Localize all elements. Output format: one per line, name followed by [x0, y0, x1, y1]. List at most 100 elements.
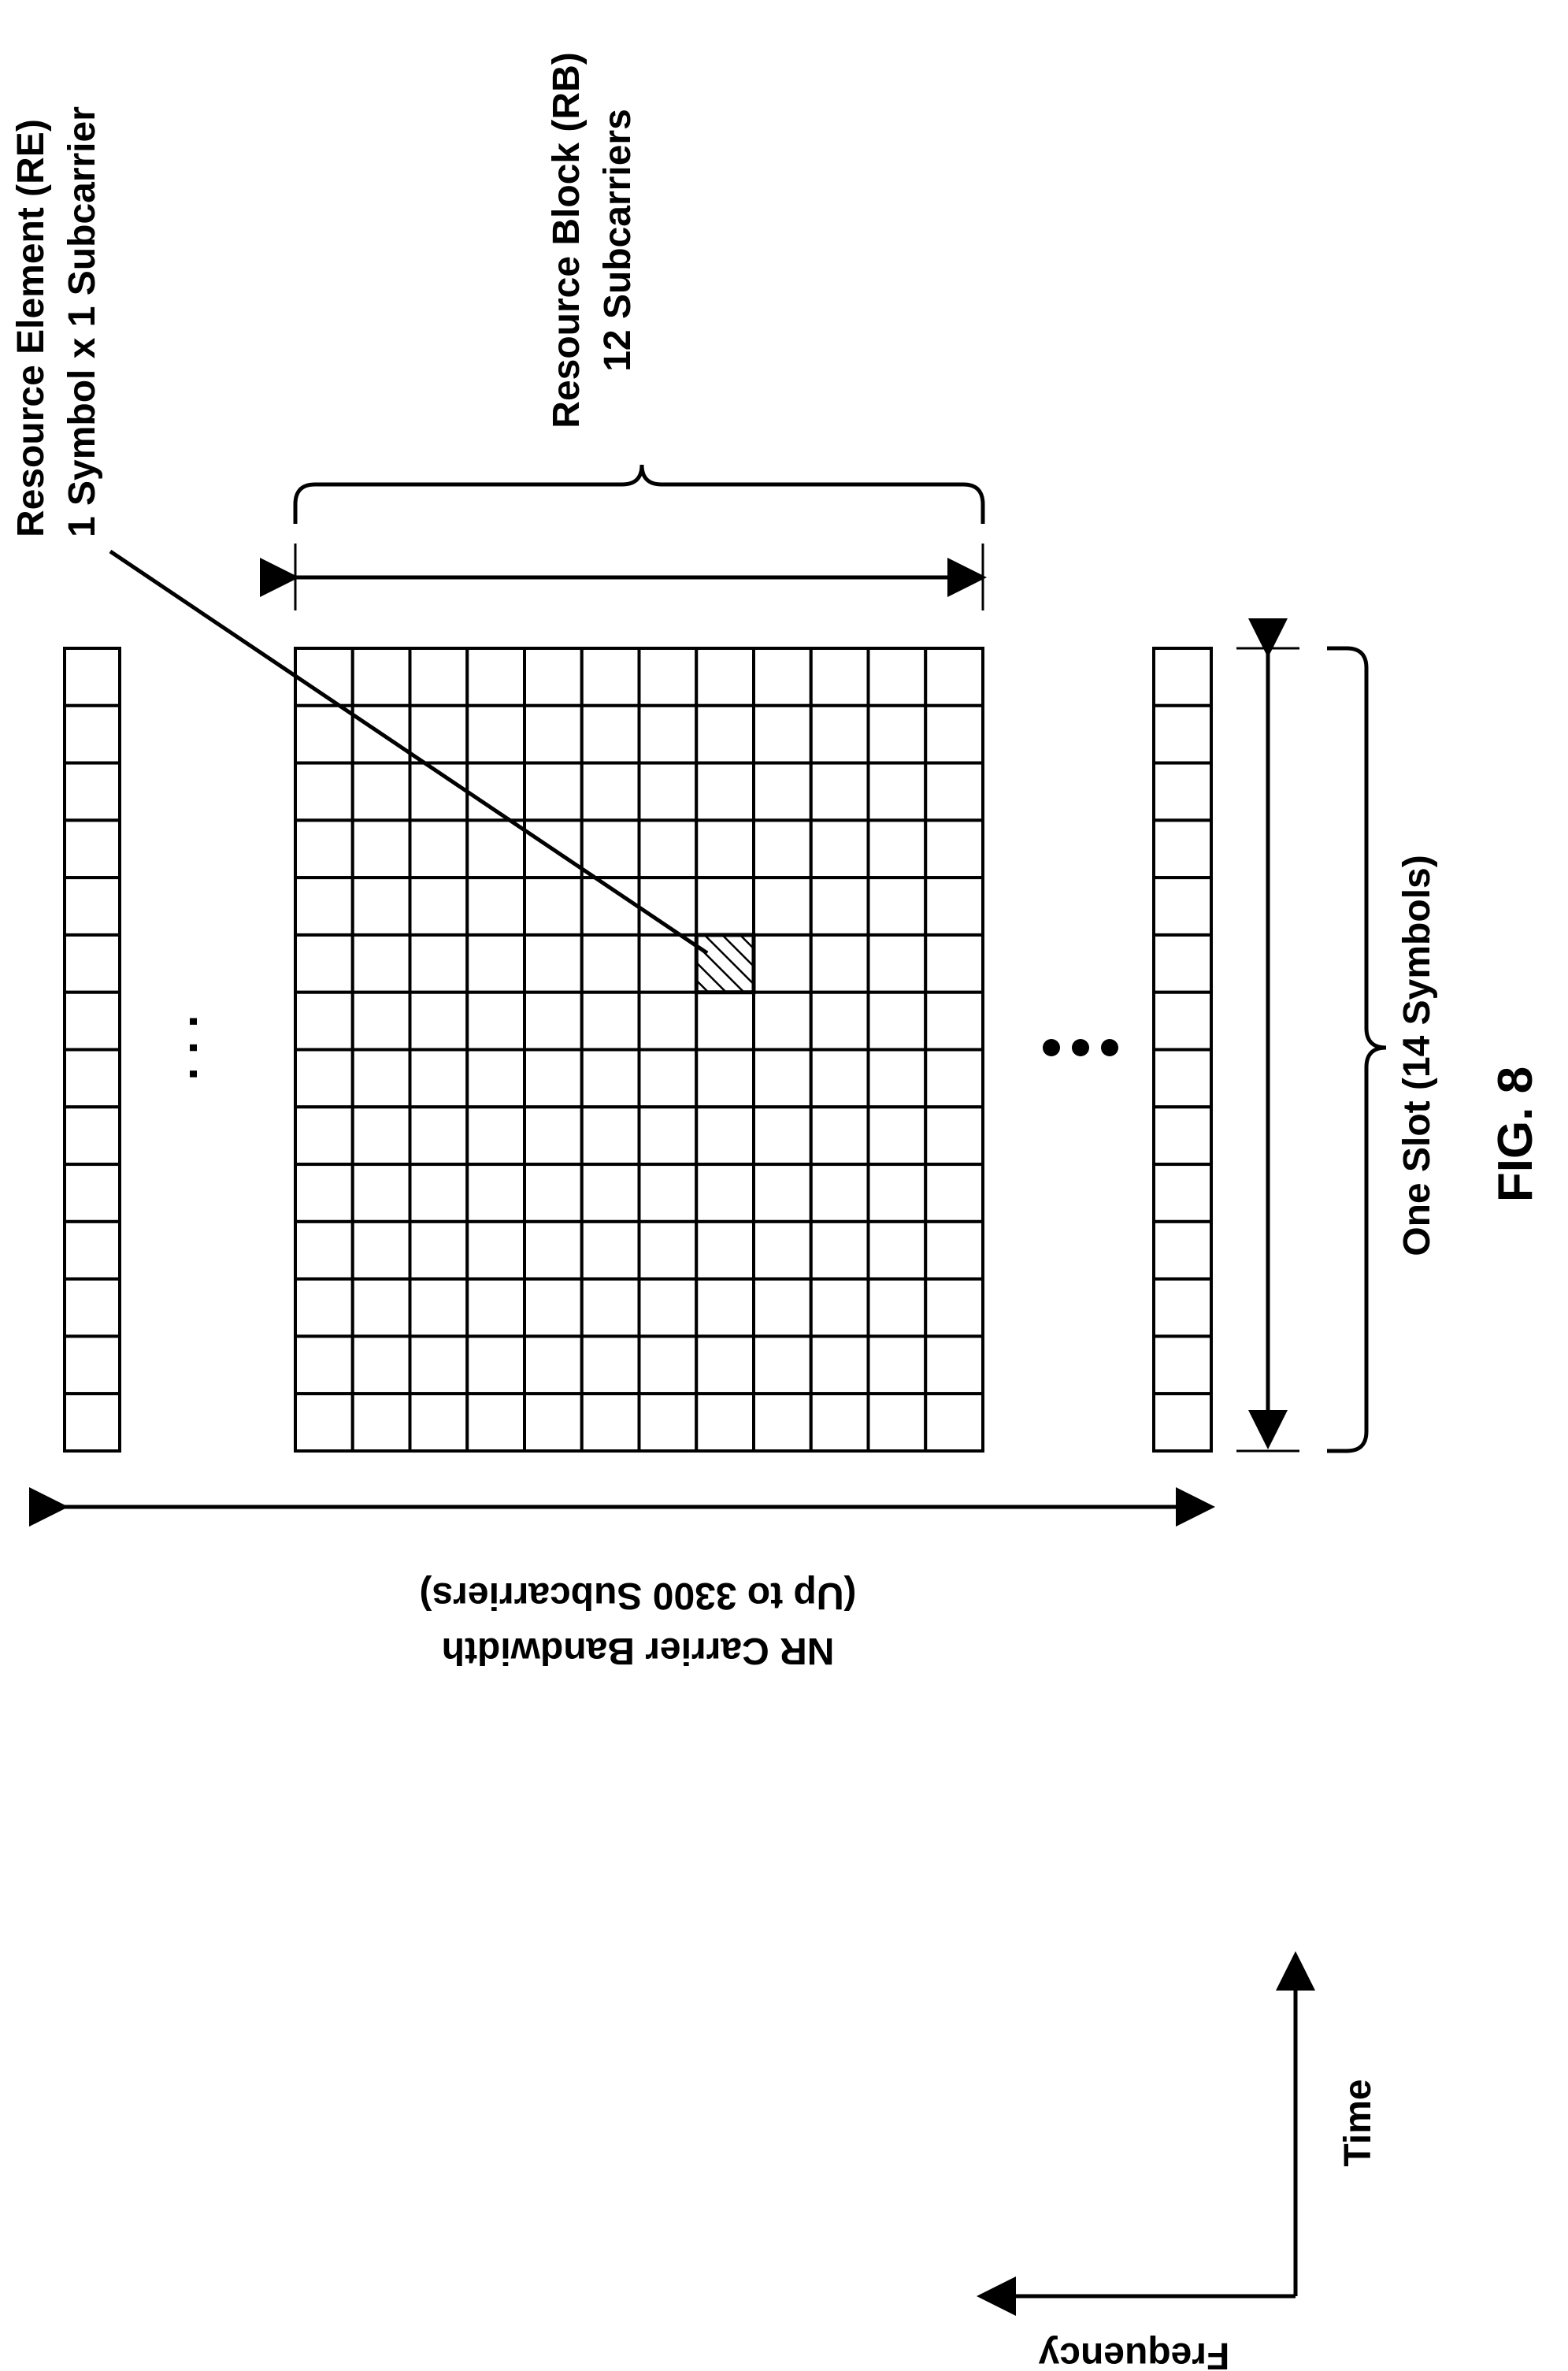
resource-element-label-line2: 1 Symbol x 1 Subcarrier: [61, 106, 103, 537]
resource-element-cell: [924, 1277, 984, 1338]
resource-element-cell: [752, 1048, 813, 1109]
resource-element-cell: [408, 818, 469, 880]
resource-element-cell: [294, 1334, 354, 1396]
resource-element-cell: [350, 1334, 412, 1396]
resource-element-cell: [866, 1334, 928, 1396]
resource-element-cell: [752, 1105, 813, 1167]
time-axis-label: Time: [1337, 2079, 1379, 2166]
resource-element-cell: [350, 876, 412, 937]
resource-element-cell: [580, 647, 641, 707]
resource-element-cell: [809, 761, 870, 822]
resource-element-cell: [465, 1334, 526, 1396]
resource-element-cell: [695, 876, 755, 937]
resource-element-cell: [580, 1048, 641, 1109]
resource-element-cell: [294, 1163, 354, 1223]
resource-element-cell: [580, 761, 641, 822]
resource-element-cell: [63, 990, 121, 1052]
resource-block-brace: [293, 464, 985, 524]
resource-element-cell: [523, 876, 584, 937]
resource-element-cell: [637, 990, 699, 1052]
resource-element-cell: [350, 1048, 412, 1109]
edge-subcarrier-column-left: [63, 647, 121, 1453]
resource-element-cell: [294, 1392, 354, 1453]
resource-element-cell: [695, 1048, 755, 1109]
resource-element-cell: [924, 1392, 984, 1453]
resource-element-cell: [1152, 1048, 1213, 1109]
resource-element-cell: [350, 1277, 412, 1338]
resource-element-cell: [637, 1105, 699, 1167]
resource-element-cell: [294, 1219, 354, 1281]
resource-element-cell: [637, 1163, 699, 1223]
figure-label: FIG. 8: [1488, 1067, 1543, 1202]
resource-element-cell: [924, 761, 984, 822]
resource-element-cell: [752, 647, 813, 707]
resource-element-cell: [866, 1277, 928, 1338]
resource-element-cell: [294, 990, 354, 1052]
resource-element-cell: [580, 818, 641, 880]
resource-element-cell: [523, 1105, 584, 1167]
ellipsis-left: . . .: [154, 1015, 207, 1080]
resource-element-cell: [294, 703, 354, 765]
resource-element-cell: [924, 1334, 984, 1396]
resource-element-cell: [695, 1219, 755, 1281]
resource-element-cell: [523, 1277, 584, 1338]
resource-element-cell: [1152, 933, 1213, 994]
resource-element-cell: [637, 1048, 699, 1109]
resource-element-highlight: [694, 933, 756, 995]
resource-element-cell: [63, 703, 121, 765]
resource-element-cell: [809, 876, 870, 937]
resource-element-cell: [350, 761, 412, 822]
resource-element-cell: [465, 703, 526, 765]
resource-element-cell: [752, 1277, 813, 1338]
resource-element-cell: [465, 1392, 526, 1453]
resource-element-cell: [1152, 1392, 1213, 1453]
frequency-axis-label: Frequency: [1038, 2335, 1229, 2371]
resource-element-cell: [465, 1163, 526, 1223]
resource-element-cell: [924, 1219, 984, 1281]
resource-block-label-line1: Resource Block (RB): [546, 52, 588, 428]
resource-element-cell: [350, 1105, 412, 1167]
resource-element-cell: [637, 1277, 699, 1338]
resource-element-cell: [580, 1392, 641, 1453]
resource-element-cell: [523, 1392, 584, 1453]
resource-element-cell: [523, 761, 584, 822]
resource-element-cell: [465, 1219, 526, 1281]
resource-element-cell: [523, 1334, 584, 1396]
resource-element-cell: [408, 990, 469, 1052]
resource-element-cell: [350, 647, 412, 707]
resource-element-cell: [63, 876, 121, 937]
resource-element-cell: [580, 933, 641, 994]
resource-element-cell: [350, 1392, 412, 1453]
resource-element-cell: [408, 1219, 469, 1281]
resource-element-cell: [695, 761, 755, 822]
resource-element-cell: [809, 1048, 870, 1109]
resource-element-cell: [294, 818, 354, 880]
resource-element-cell: [350, 1219, 412, 1281]
resource-element-cell: [1152, 1105, 1213, 1167]
resource-element-cell: [752, 1219, 813, 1281]
resource-element-cell: [465, 990, 526, 1052]
resource-element-cell: [465, 818, 526, 880]
resource-element-cell: [637, 1219, 699, 1281]
resource-element-cell: [580, 1163, 641, 1223]
resource-element-cell: [294, 1277, 354, 1338]
resource-element-cell: [866, 1163, 928, 1223]
resource-element-cell: [752, 933, 813, 994]
resource-element-cell: [809, 703, 870, 765]
resource-element-cell: [523, 703, 584, 765]
resource-element-cell: [809, 1334, 870, 1396]
resource-element-cell: [294, 1048, 354, 1109]
resource-element-cell: [523, 1219, 584, 1281]
resource-element-cell: [752, 1163, 813, 1223]
bandwidth-label-line1: NR Carrier Bandwidth: [442, 1630, 835, 1672]
resource-element-cell: [866, 1048, 928, 1109]
resource-block-label-line2: 12 Subcarriers: [597, 109, 639, 372]
resource-element-cell: [695, 703, 755, 765]
resource-element-cell: [866, 761, 928, 822]
resource-element-cell: [1152, 818, 1213, 880]
resource-element-cell: [752, 703, 813, 765]
resource-element-cell: [866, 1392, 928, 1453]
resource-element-cell: [637, 818, 699, 880]
resource-element-cell: [294, 761, 354, 822]
resource-element-cell: [809, 818, 870, 880]
